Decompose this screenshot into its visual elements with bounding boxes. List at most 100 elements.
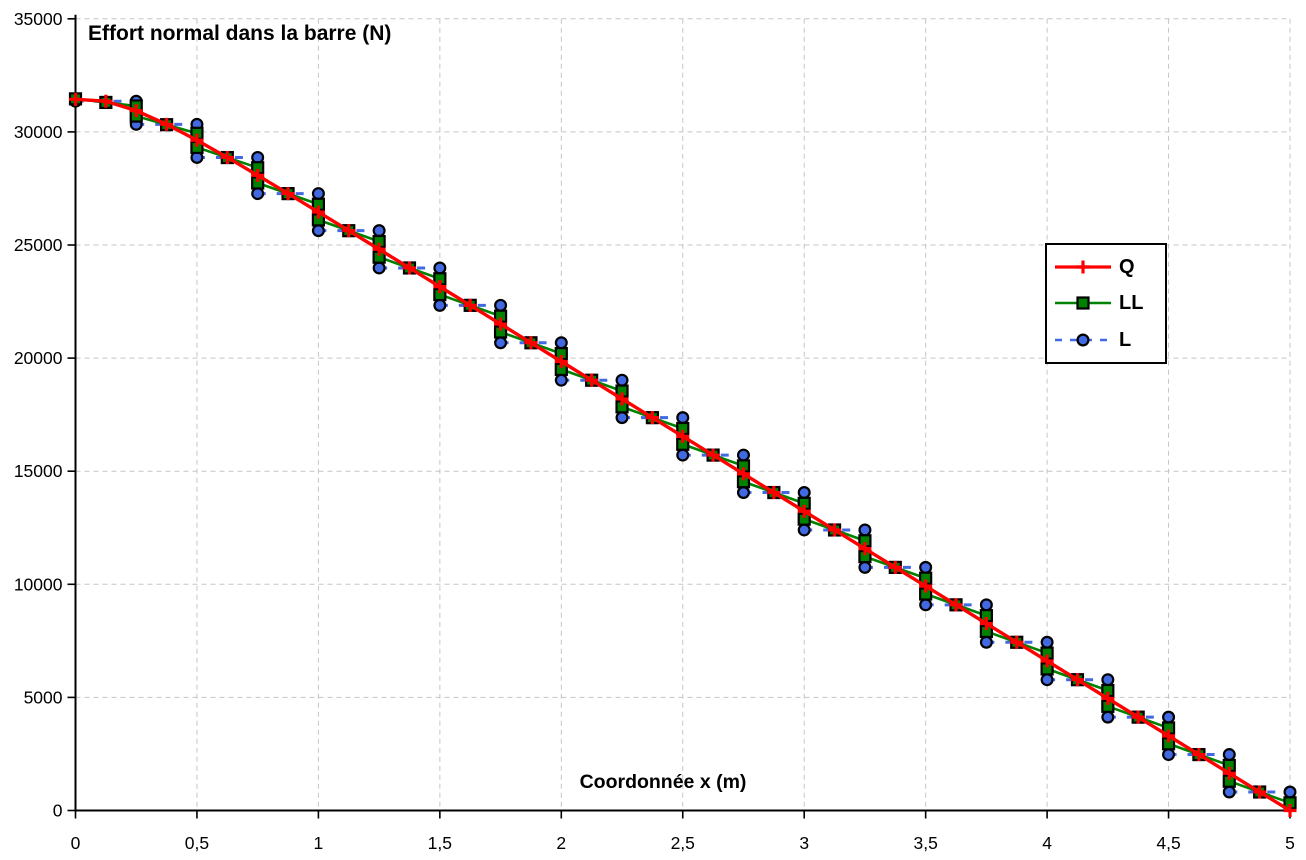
legend-swatch-ll xyxy=(1055,296,1111,311)
q-marker xyxy=(524,336,538,350)
y-tick-label: 10000 xyxy=(14,574,63,594)
q-marker xyxy=(979,617,993,631)
series-l xyxy=(68,94,1297,799)
q-marker xyxy=(828,523,842,537)
y-tick-label: 15000 xyxy=(14,461,63,481)
l-marker xyxy=(676,448,690,462)
l-marker xyxy=(615,411,629,425)
l-marker xyxy=(433,298,447,312)
legend-item-l: L xyxy=(1053,327,1159,353)
chart-title: Effort normal dans la barre (N) xyxy=(88,22,392,45)
x-tick-label: 4 xyxy=(1042,833,1052,853)
l-marker xyxy=(554,336,568,350)
l-marker xyxy=(1040,635,1054,649)
q-marker xyxy=(858,542,872,556)
x-tick-label: 2 xyxy=(556,833,566,853)
l-marker xyxy=(372,261,386,275)
series-q xyxy=(69,92,1297,817)
q-marker xyxy=(736,467,750,481)
legend-label-l: L xyxy=(1119,328,1132,351)
l-marker xyxy=(1101,710,1115,724)
x-tick-label: 1,5 xyxy=(428,833,452,853)
q-marker xyxy=(585,373,599,387)
q-marker xyxy=(99,94,113,108)
y-tick-label: 20000 xyxy=(14,348,63,368)
q-marker xyxy=(888,560,902,574)
legend-label-q: Q xyxy=(1119,256,1135,279)
l-marker xyxy=(615,373,629,387)
legend-marker-sample xyxy=(1076,260,1090,274)
q-marker xyxy=(494,317,508,331)
q-marker xyxy=(1162,729,1176,743)
q-marker xyxy=(615,392,629,406)
q-marker xyxy=(797,504,811,518)
l-marker xyxy=(311,224,325,238)
x-tick-label: 0 xyxy=(71,833,81,853)
q-marker xyxy=(69,92,82,106)
y-tick-label: 35000 xyxy=(14,9,63,29)
l-marker xyxy=(919,598,933,612)
legend-item-ll: LL xyxy=(1053,290,1159,316)
l-marker xyxy=(1222,748,1236,762)
legend-item-q: Q xyxy=(1053,254,1159,280)
legend-swatch-l xyxy=(1055,333,1111,347)
legend-label-ll: LL xyxy=(1119,292,1144,315)
axes xyxy=(74,14,1296,812)
q-marker xyxy=(433,280,447,294)
q-marker xyxy=(676,429,690,443)
q-marker xyxy=(1283,804,1297,817)
q-marker xyxy=(1222,766,1236,780)
l-marker xyxy=(1283,785,1297,799)
q-marker xyxy=(1192,748,1206,762)
q-marker xyxy=(1010,635,1024,649)
l-marker xyxy=(1040,673,1054,687)
q-marker xyxy=(190,133,204,147)
l-marker xyxy=(1162,710,1176,724)
y-tick-label: 25000 xyxy=(14,235,63,255)
legend-marker-sample xyxy=(1076,333,1090,347)
l-marker xyxy=(676,411,690,425)
l-marker xyxy=(919,560,933,574)
l-marker xyxy=(979,598,993,612)
q-marker xyxy=(706,448,720,462)
q-marker xyxy=(1040,654,1054,668)
x-tick-label: 3 xyxy=(799,833,809,853)
x-axis-title: Coordonnée x (m) xyxy=(579,771,747,793)
q-marker xyxy=(372,242,386,256)
x-tick-label: 3,5 xyxy=(913,833,937,853)
q-marker xyxy=(342,224,356,238)
l-marker xyxy=(311,187,325,201)
l-marker xyxy=(494,298,508,312)
q-marker xyxy=(311,205,325,219)
q-marker xyxy=(767,486,781,500)
tick-labels: 0 0,5 1 1,5 2 2,5 3 3,5 4 4,5 5 0 5000 10000 15000 2000… xyxy=(14,9,1295,853)
q-marker xyxy=(281,187,295,201)
q-marker xyxy=(402,261,416,275)
x-tick-label: 1 xyxy=(314,833,324,853)
q-marker xyxy=(919,579,933,593)
gridlines xyxy=(75,18,1291,811)
legend: Q LL L xyxy=(1045,243,1167,364)
q-marker xyxy=(160,117,174,131)
l-marker xyxy=(433,261,447,275)
x-tick-label: 2,5 xyxy=(671,833,695,853)
l-marker xyxy=(858,560,872,574)
l-marker xyxy=(797,486,811,500)
l-marker xyxy=(1101,673,1115,687)
l-marker xyxy=(251,187,265,201)
legend-swatch-q xyxy=(1055,260,1111,274)
x-tick-label: 4,5 xyxy=(1156,833,1180,853)
l-marker xyxy=(797,523,811,537)
l-marker xyxy=(554,373,568,387)
x-tick-label: 5 xyxy=(1285,833,1295,853)
l-marker xyxy=(1162,748,1176,762)
q-marker xyxy=(949,598,963,612)
l-marker xyxy=(494,336,508,350)
q-marker xyxy=(554,354,568,368)
q-marker xyxy=(220,150,234,164)
l-marker xyxy=(858,523,872,537)
x-tick-label: 0,5 xyxy=(185,833,209,853)
q-marker xyxy=(251,168,265,182)
l-marker xyxy=(372,224,386,238)
